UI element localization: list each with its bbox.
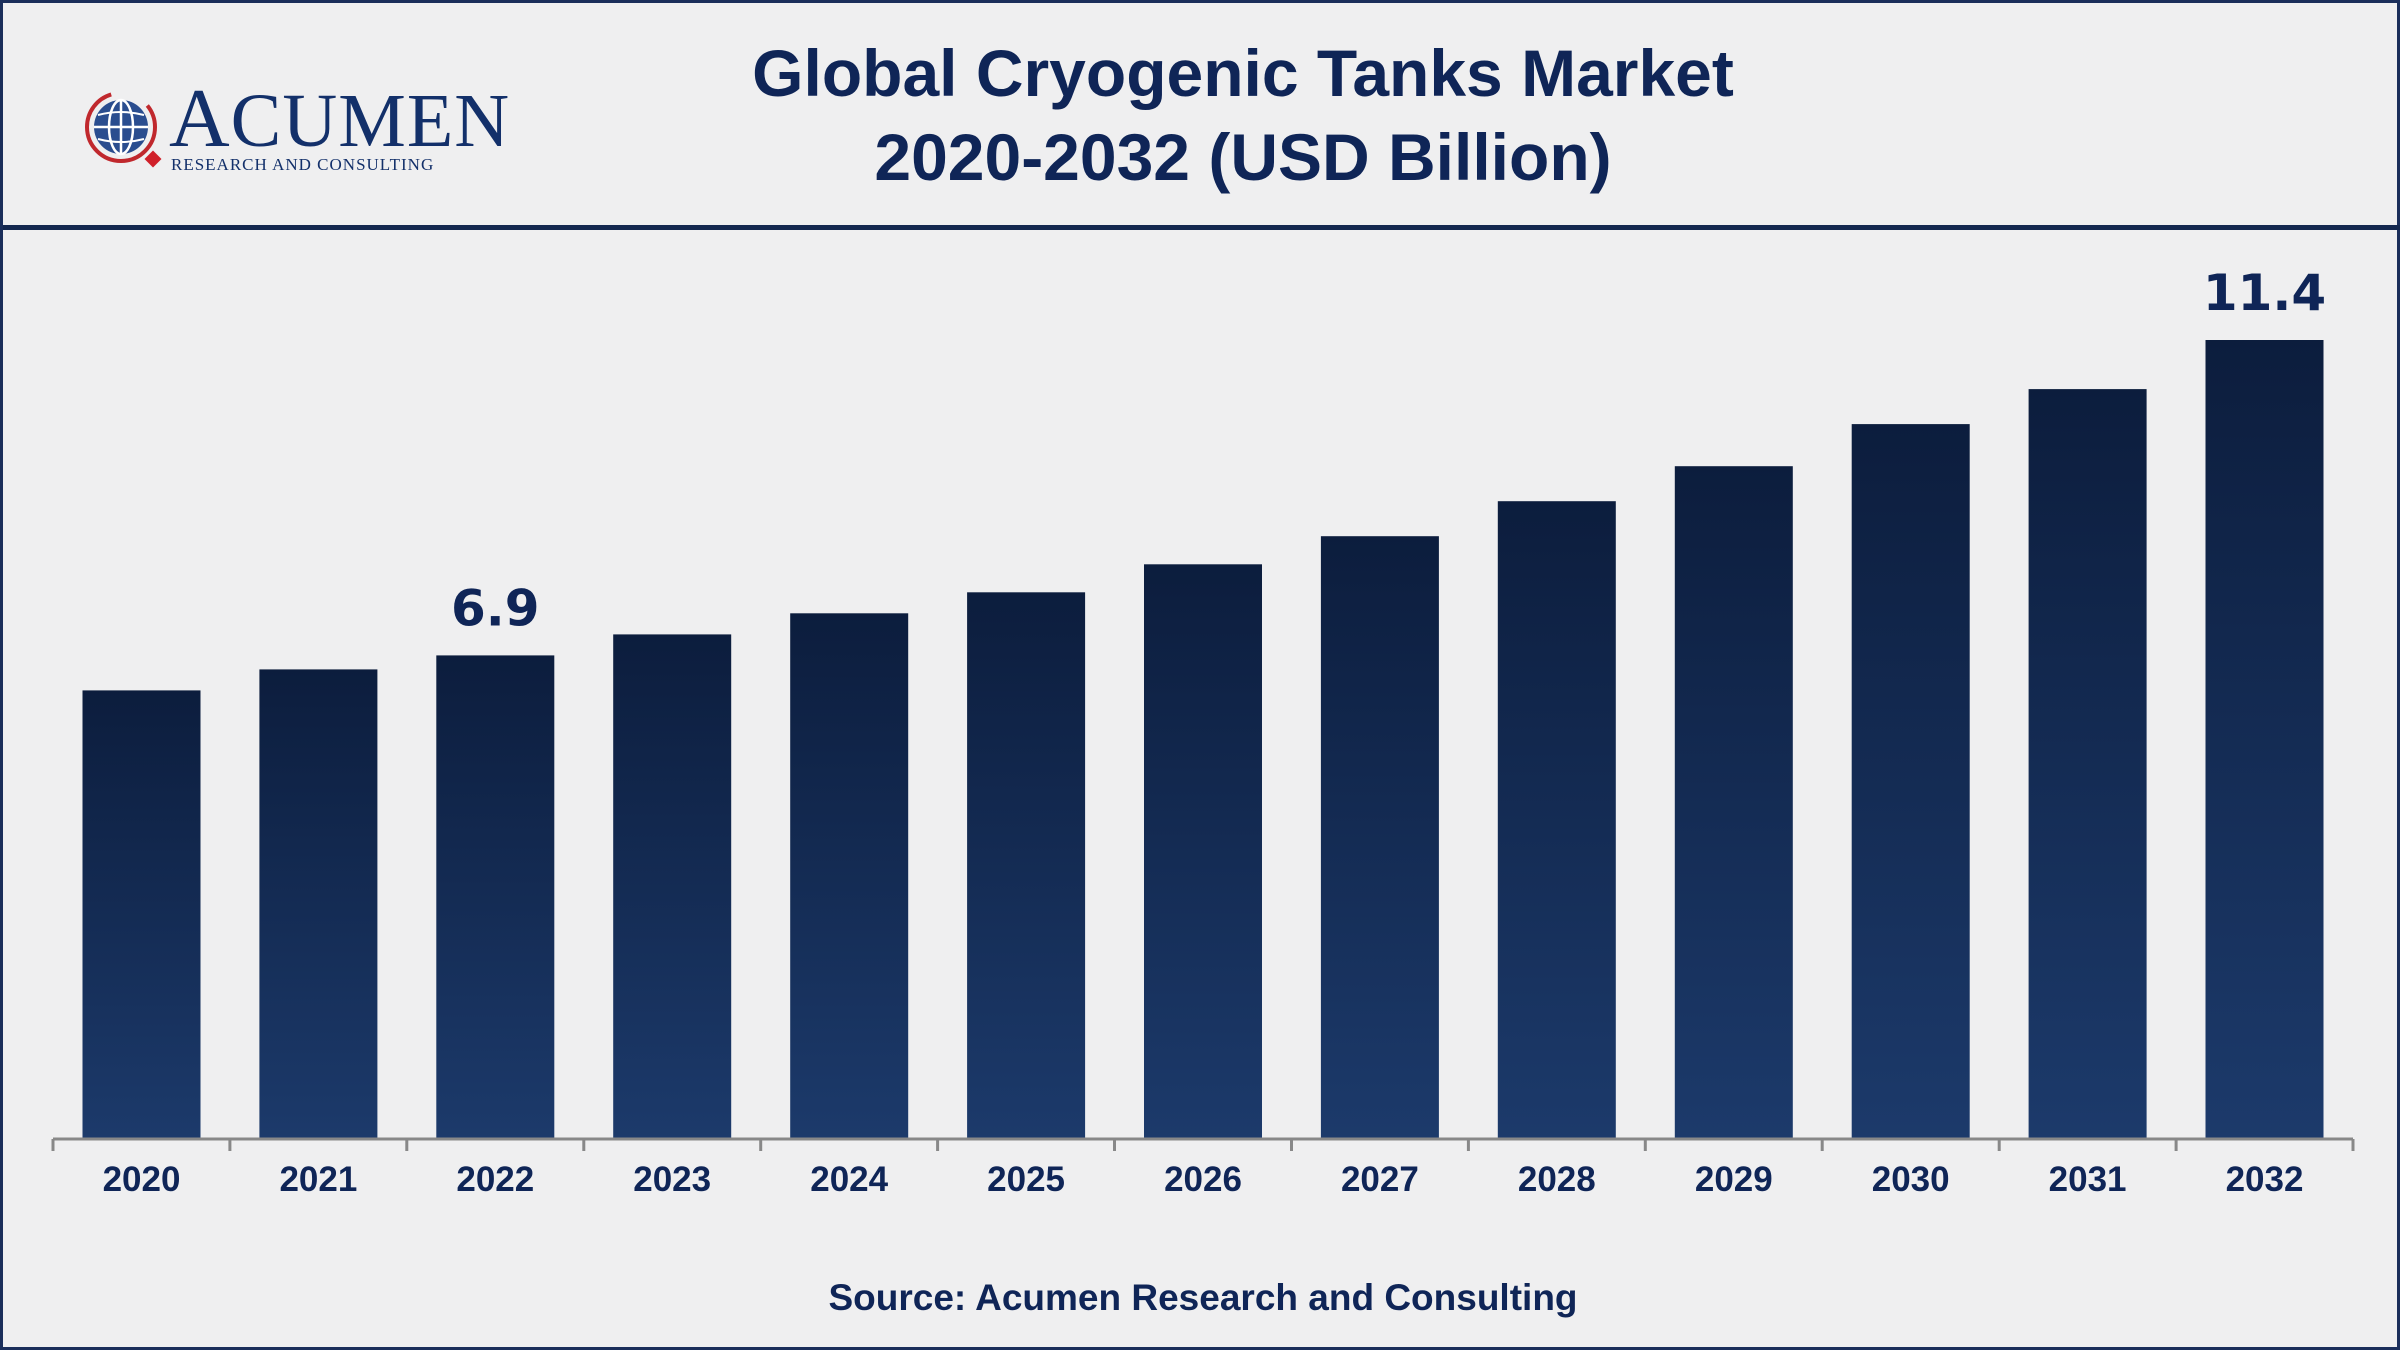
x-tick-label: 2023 (633, 1160, 711, 1199)
bar-chart: 2020 2021 2022 2023 2024 2025 2026 2027 2028 2029… (51, 264, 2355, 1199)
data-labels-group: 6.9 11.4 (451, 264, 2326, 637)
bar-2026 (1144, 564, 1262, 1139)
x-tick-label: 2021 (279, 1160, 357, 1199)
x-tick-label: 2027 (1341, 1160, 1419, 1199)
bar-2020 (82, 690, 201, 1139)
brand-name: ACUMEN (169, 72, 511, 165)
x-tick-label: 2028 (1518, 1160, 1596, 1199)
data-label-2022: 6.9 (451, 579, 540, 637)
x-tick-label: 2029 (1695, 1160, 1773, 1199)
x-tick-label: 2026 (1164, 1160, 1242, 1199)
x-tick-label: 2032 (2226, 1160, 2304, 1199)
chart-title: Global Cryogenic Tanks Market 2020-2032 … (503, 31, 1983, 199)
bar-2022 (436, 655, 555, 1139)
bar-2029 (1674, 466, 1793, 1139)
data-label-2032: 11.4 (2203, 264, 2326, 322)
bar-2032 (2205, 340, 2324, 1139)
x-tick-label: 2022 (456, 1160, 534, 1199)
x-tick-label: 2031 (2049, 1160, 2127, 1199)
source-note: Source: Acumen Research and Consulting (828, 1277, 1578, 1318)
brand-logo: ACUMEN RESEARCH AND CONSULTING (79, 77, 509, 179)
x-tick-label: 2030 (1872, 1160, 1950, 1199)
x-tick-label: 2024 (810, 1160, 888, 1199)
globe-icon (85, 91, 162, 168)
header-divider (3, 225, 2400, 230)
x-tick-label: 2020 (103, 1160, 181, 1199)
bar-2030 (1851, 424, 1970, 1140)
x-axis: 2020 2021 2022 2023 2024 2025 2026 2027 2028 2029… (51, 1137, 2355, 1199)
bar-2028 (1497, 501, 1616, 1139)
chart-title-line1: Global Cryogenic Tanks Market (752, 36, 1734, 110)
bar-2027 (1320, 536, 1439, 1139)
chart-title-line2: 2020-2032 (USD Billion) (874, 120, 1612, 194)
brand-tagline: RESEARCH AND CONSULTING (171, 155, 435, 174)
bar-2024 (790, 613, 909, 1139)
bar-2031 (2028, 389, 2147, 1140)
x-tick-label: 2025 (987, 1160, 1065, 1199)
bar-2025 (967, 592, 1086, 1139)
bar-2021 (259, 669, 378, 1139)
bars-group (82, 340, 2324, 1140)
bar-2023 (613, 634, 732, 1139)
